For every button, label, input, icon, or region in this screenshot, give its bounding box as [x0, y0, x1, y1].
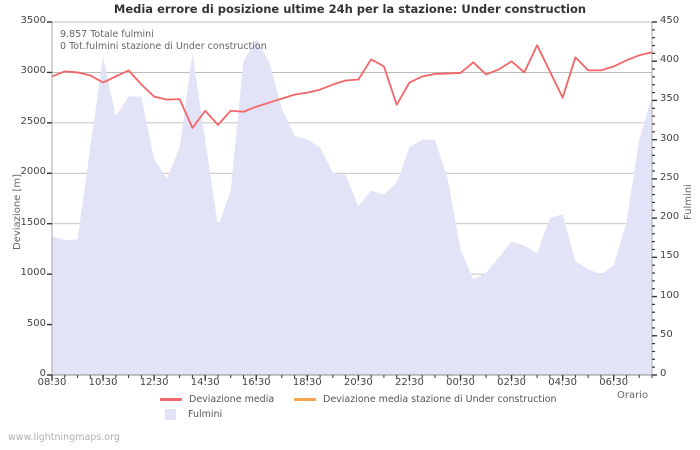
x-axis-tick: 04:30 — [548, 377, 578, 388]
x-axis-tick: 16:30 — [241, 377, 271, 388]
legend-item-deviazione-media: Deviazione media — [160, 394, 274, 405]
legend-area-swatch-lightning — [165, 409, 176, 420]
legend-item-deviazione-stazione: Deviazione media stazione di Under const… — [294, 394, 557, 405]
y2-axis-tick: 400 — [660, 54, 680, 66]
x-axis-tick: 12:30 — [139, 377, 169, 388]
x-axis-tick: 08:30 — [37, 377, 67, 388]
legend-line-swatch-deviation — [160, 398, 182, 401]
x-axis-tick: 18:30 — [292, 377, 322, 388]
annotation-station-lightning: 0 Tot.fulmini stazione di Under construc… — [60, 41, 267, 52]
y2-axis-tick: 250 — [660, 171, 680, 183]
y2-axis-tick: 150 — [660, 250, 680, 262]
site-watermark: www.lightningmaps.org — [8, 432, 120, 443]
x-axis-tick: 06:30 — [599, 377, 629, 388]
legend-item-fulmini: Fulmini — [160, 409, 222, 420]
y-axis-tick: 3000 — [20, 65, 46, 77]
x-axis-tick: 14:30 — [190, 377, 220, 388]
y-axis-label: Deviazione [m] — [12, 173, 23, 250]
x-axis-tick: 00:30 — [446, 377, 475, 388]
y2-axis-label: Fulmini — [683, 184, 694, 220]
y2-axis-tick: 350 — [660, 93, 680, 105]
chart-title: Media errore di posizione ultime 24h per… — [113, 2, 587, 16]
y2-axis-tick: 200 — [660, 211, 680, 223]
y-axis-tick: 2000 — [20, 166, 46, 178]
legend-label-station: Deviazione media stazione di Under const… — [323, 394, 557, 405]
y2-axis-tick: 100 — [660, 289, 680, 301]
y2-axis-tick: 300 — [660, 132, 680, 144]
x-axis-tick: 22:30 — [395, 377, 424, 388]
y-axis-tick: 1500 — [20, 216, 46, 228]
legend-label-lightning: Fulmini — [188, 409, 223, 420]
y-axis-tick: 2500 — [20, 115, 46, 127]
annotation-total-lightning: 9.857 Totale fulmini — [60, 29, 154, 40]
x-axis-label: Orario — [617, 390, 649, 401]
y-axis-tick: 0 — [39, 368, 46, 379]
x-axis-tick: 20:30 — [343, 377, 373, 388]
x-axis-tick: 02:30 — [497, 377, 526, 388]
legend-line-swatch-station — [294, 398, 316, 401]
y-axis-tick: 1000 — [20, 267, 46, 279]
x-axis-tick: 10:30 — [88, 377, 118, 388]
y2-axis-tick: 0 — [660, 368, 667, 379]
y2-axis-tick: 50 — [660, 328, 673, 340]
y2-axis-tick: 450 — [660, 15, 680, 26]
legend-label-deviation: Deviazione media — [189, 394, 275, 405]
y-axis-tick: 500 — [26, 317, 46, 329]
y-axis-tick: 3500 — [20, 15, 46, 26]
